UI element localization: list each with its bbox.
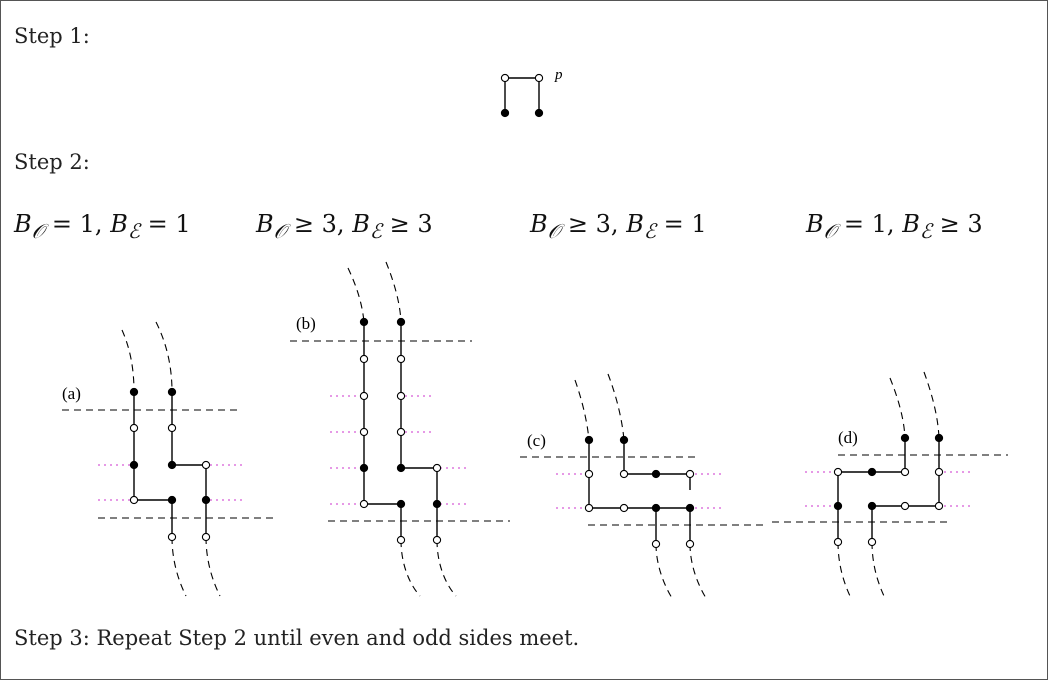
panel-c: (c)	[520, 373, 768, 599]
diagram-canvas: p (a) (b)	[62, 67, 1008, 599]
condition-a: B𝒪 = 1, Bℰ = 1	[14, 210, 191, 243]
panel-b: (b)	[290, 261, 510, 597]
panel-a: (a)	[62, 321, 278, 597]
panel-c-label: (c)	[527, 431, 546, 450]
step1-p-label: p	[554, 67, 563, 83]
condition-b: B𝒪 ≥ 3, Bℰ ≥ 3	[256, 210, 433, 243]
panel-d: (d)	[772, 371, 1008, 597]
panel-a-label: (a)	[62, 384, 81, 403]
step1-graph: p	[500, 67, 563, 118]
step-3-label: Step 3: Repeat Step 2 until even and odd…	[14, 626, 580, 650]
panel-d-label: (d)	[838, 428, 858, 447]
condition-c: B𝒪 ≥ 3, Bℰ = 1	[530, 210, 707, 243]
step-1-label: Step 1:	[14, 24, 90, 48]
panel-b-label: (b)	[296, 314, 316, 333]
condition-d: B𝒪 = 1, Bℰ ≥ 3	[806, 210, 983, 243]
step-2-label: Step 2:	[14, 150, 90, 174]
